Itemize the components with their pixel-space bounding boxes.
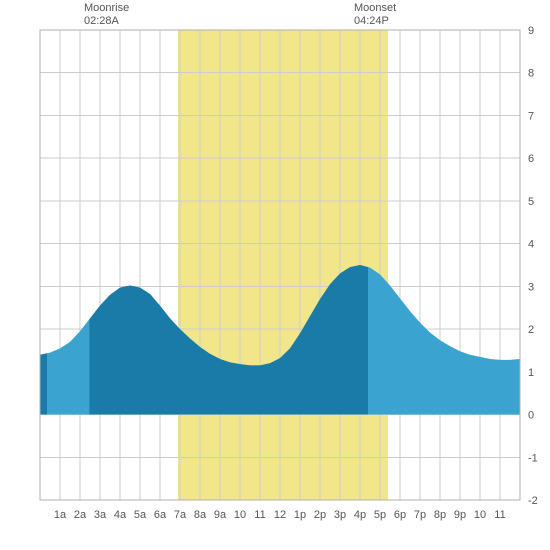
svg-text:1a: 1a [54, 509, 67, 521]
chart-svg: -2-101234567891a2a3a4a5a6a7a8a9a1011121p… [0, 0, 550, 550]
svg-text:1p: 1p [294, 509, 306, 521]
svg-text:9: 9 [528, 25, 534, 37]
moonset-time: 04:24P [354, 15, 396, 28]
svg-text:-2: -2 [528, 495, 538, 507]
svg-text:4: 4 [528, 239, 534, 251]
svg-text:10: 10 [234, 509, 246, 521]
svg-text:3: 3 [528, 281, 534, 293]
svg-text:7a: 7a [174, 509, 187, 521]
svg-text:9a: 9a [214, 509, 227, 521]
svg-text:5p: 5p [374, 509, 386, 521]
svg-text:10: 10 [474, 509, 486, 521]
svg-text:12: 12 [274, 509, 286, 521]
svg-text:3p: 3p [334, 509, 346, 521]
svg-text:8a: 8a [194, 509, 207, 521]
moonrise-title: Moonrise [84, 2, 129, 15]
svg-text:5a: 5a [134, 509, 147, 521]
svg-text:6a: 6a [154, 509, 167, 521]
moonset-label: Moonset 04:24P [354, 2, 396, 28]
svg-text:5: 5 [528, 196, 534, 208]
svg-text:2a: 2a [74, 509, 87, 521]
svg-text:4a: 4a [114, 509, 127, 521]
svg-text:1: 1 [528, 367, 534, 379]
moonrise-label: Moonrise 02:28A [84, 2, 129, 28]
svg-text:6p: 6p [394, 509, 406, 521]
svg-text:7: 7 [528, 110, 534, 122]
svg-text:3a: 3a [94, 509, 107, 521]
svg-text:9p: 9p [454, 509, 466, 521]
moonrise-time: 02:28A [84, 15, 129, 28]
svg-text:-1: -1 [528, 452, 538, 464]
svg-text:7p: 7p [414, 509, 426, 521]
moonset-title: Moonset [354, 2, 396, 15]
svg-text:4p: 4p [354, 509, 366, 521]
svg-text:8: 8 [528, 68, 534, 80]
svg-text:6: 6 [528, 153, 534, 165]
svg-text:2: 2 [528, 324, 534, 336]
svg-text:2p: 2p [314, 509, 326, 521]
svg-text:11: 11 [254, 509, 265, 521]
svg-text:11: 11 [494, 509, 505, 521]
svg-text:8p: 8p [434, 509, 446, 521]
svg-text:0: 0 [528, 410, 534, 422]
tide-chart: Moonrise 02:28A Moonset 04:24P -2-101234… [0, 0, 550, 550]
